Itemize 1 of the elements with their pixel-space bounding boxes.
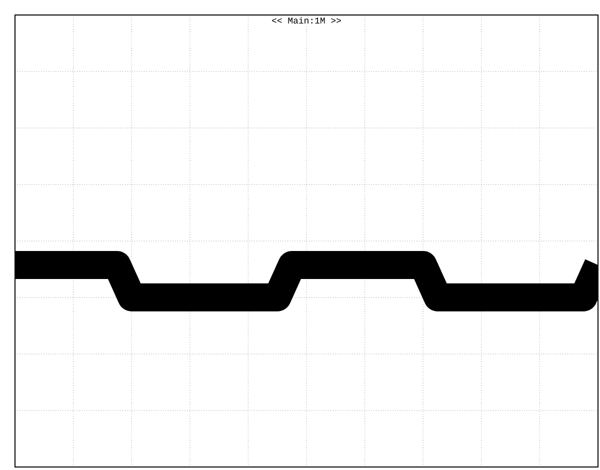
chart-title: << Main:1M >> (272, 16, 341, 24)
